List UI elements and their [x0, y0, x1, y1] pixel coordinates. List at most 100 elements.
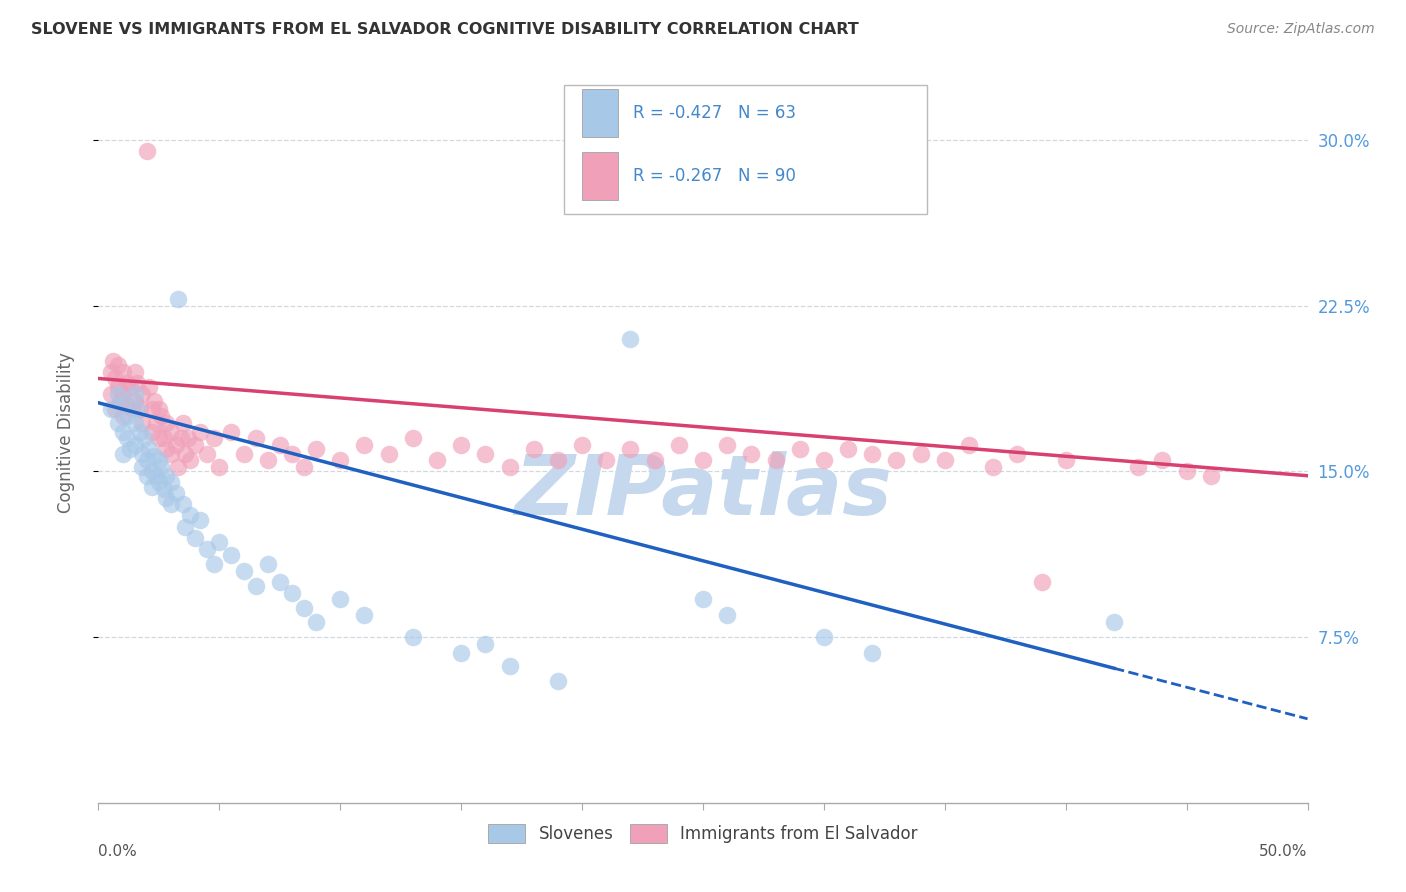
Point	[245, 431, 267, 445]
Point	[1007, 447, 1029, 461]
Legend: Slovenes, Immigrants from El Salvador: Slovenes, Immigrants from El Salvador	[482, 817, 924, 850]
Point	[813, 453, 835, 467]
Point	[353, 438, 375, 452]
Point	[167, 292, 190, 306]
Point	[100, 402, 122, 417]
Point	[644, 453, 666, 467]
Point	[789, 442, 811, 457]
Point	[160, 425, 183, 439]
Point	[128, 402, 150, 417]
Point	[208, 459, 231, 474]
Point	[1152, 453, 1174, 467]
Point	[1031, 574, 1053, 589]
Point	[474, 447, 496, 461]
Point	[145, 468, 167, 483]
Point	[232, 447, 254, 461]
Point	[256, 557, 278, 571]
Point	[108, 393, 131, 408]
Text: R = -0.427   N = 63: R = -0.427 N = 63	[633, 103, 796, 122]
Point	[595, 453, 617, 467]
Point	[886, 453, 908, 467]
Point	[111, 398, 134, 412]
Point	[426, 453, 449, 467]
Point	[135, 453, 157, 467]
Point	[402, 431, 425, 445]
Point	[281, 447, 304, 461]
Point	[104, 402, 127, 417]
Point	[145, 416, 167, 430]
Point	[143, 393, 166, 408]
Point	[118, 380, 141, 394]
Point	[177, 431, 200, 445]
Text: 50.0%: 50.0%	[1260, 844, 1308, 858]
Point	[716, 438, 738, 452]
Point	[174, 519, 197, 533]
Point	[141, 464, 163, 478]
Point	[117, 409, 139, 423]
Point	[498, 658, 520, 673]
Point	[107, 416, 129, 430]
Point	[155, 468, 177, 483]
Point	[179, 453, 201, 467]
Point	[184, 531, 207, 545]
Point	[104, 371, 127, 385]
Point	[167, 459, 190, 474]
Point	[837, 442, 859, 457]
FancyBboxPatch shape	[564, 85, 927, 214]
Point	[619, 442, 641, 457]
Point	[221, 549, 243, 563]
Point	[169, 431, 191, 445]
Point	[1054, 453, 1077, 467]
Point	[141, 425, 163, 439]
Point	[740, 447, 762, 461]
Point	[377, 447, 399, 461]
Point	[450, 438, 472, 452]
Point	[668, 438, 690, 452]
Point	[135, 468, 157, 483]
Point	[281, 586, 304, 600]
Point	[131, 387, 153, 401]
Point	[117, 431, 139, 445]
Text: 0.0%: 0.0%	[98, 844, 138, 858]
Point	[195, 447, 218, 461]
Point	[148, 402, 170, 417]
Point	[111, 387, 134, 401]
Point	[547, 453, 569, 467]
Point	[172, 416, 194, 430]
Point	[160, 475, 183, 490]
Point	[329, 453, 352, 467]
Point	[148, 453, 170, 467]
Point	[245, 579, 267, 593]
Point	[148, 431, 170, 445]
Point	[107, 380, 129, 394]
Point	[179, 508, 201, 523]
Point	[152, 431, 174, 445]
Point	[124, 393, 146, 408]
Point	[111, 425, 134, 439]
Point	[174, 447, 197, 461]
Text: SLOVENE VS IMMIGRANTS FROM EL SALVADOR COGNITIVE DISABILITY CORRELATION CHART: SLOVENE VS IMMIGRANTS FROM EL SALVADOR C…	[31, 22, 859, 37]
Point	[117, 398, 139, 412]
Point	[184, 438, 207, 452]
Point	[111, 365, 134, 379]
Point	[571, 438, 593, 452]
Point	[101, 353, 124, 368]
Point	[910, 447, 932, 461]
Text: Source: ZipAtlas.com: Source: ZipAtlas.com	[1227, 22, 1375, 37]
Point	[100, 365, 122, 379]
Point	[204, 431, 226, 445]
Point	[117, 376, 139, 390]
Point	[208, 535, 231, 549]
Point	[150, 409, 173, 423]
Point	[716, 607, 738, 622]
Point	[292, 601, 315, 615]
Point	[292, 459, 315, 474]
Point	[150, 459, 173, 474]
Point	[305, 442, 328, 457]
Point	[107, 387, 129, 401]
Point	[474, 637, 496, 651]
Point	[127, 402, 149, 417]
Point	[860, 447, 883, 461]
Point	[155, 416, 177, 430]
Point	[1199, 468, 1222, 483]
